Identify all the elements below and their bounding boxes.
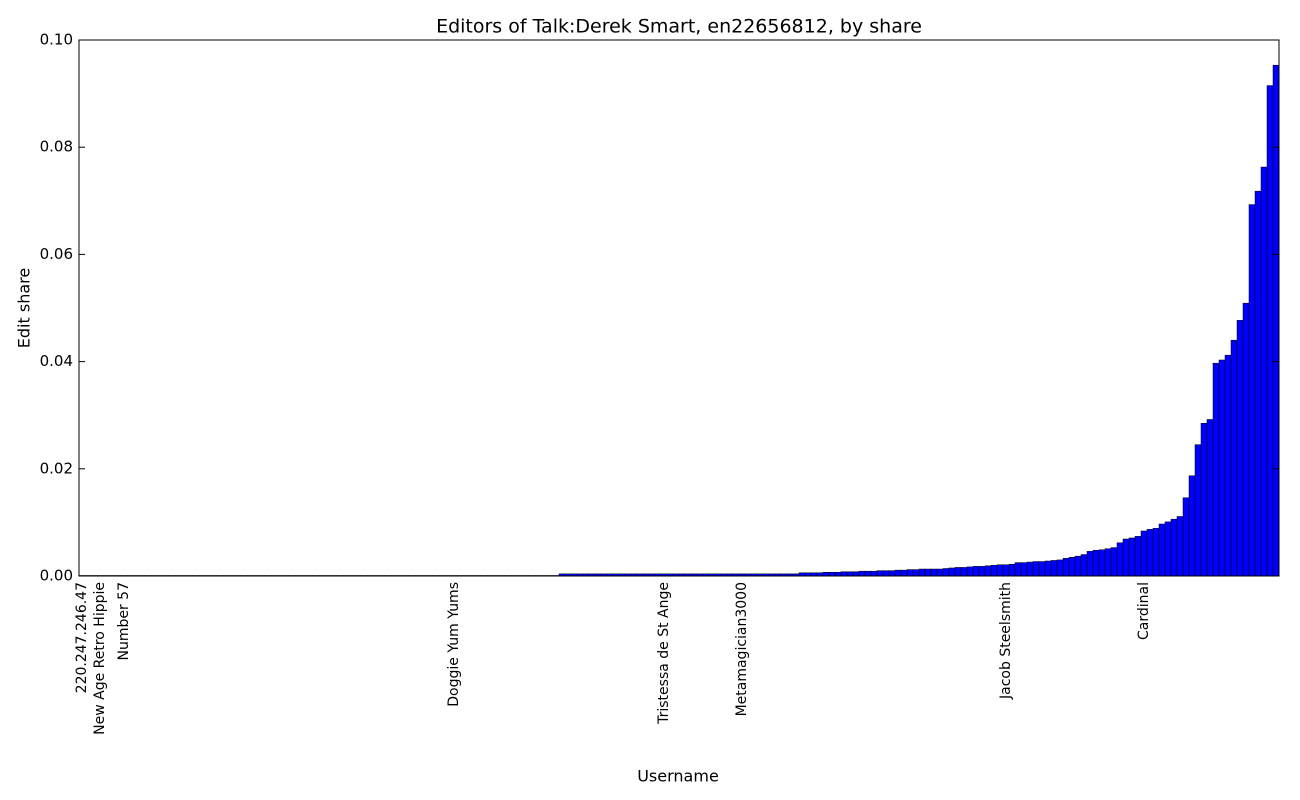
plot-frame: [78, 39, 1280, 577]
x-tick-label: Tristessa de St Ange: [656, 582, 672, 725]
bar: [1212, 362, 1220, 577]
bar: [1080, 554, 1088, 577]
bar: [1116, 542, 1124, 577]
chart-title: Editors of Talk:Derek Smart, en22656812,…: [436, 16, 922, 38]
y-tick-label: 0.06: [40, 245, 73, 263]
y-tick-label: 0.08: [40, 138, 73, 156]
bar: [1128, 537, 1136, 577]
bar: [1014, 562, 1022, 577]
x-tick-label: Metamagician3000: [734, 582, 750, 716]
y-tick-label: 0.04: [40, 352, 73, 370]
bar: [846, 571, 854, 577]
bar: [1050, 560, 1058, 577]
bar: [906, 569, 914, 577]
bar: [882, 570, 890, 577]
bar: [1002, 564, 1010, 577]
bar: [936, 568, 944, 577]
x-tick-label: Doggie Yum Yums: [446, 582, 462, 707]
bar: [1074, 555, 1082, 577]
bar: [918, 568, 926, 577]
x-tick-label: Jacob Steelsmith: [998, 582, 1014, 700]
bar: [912, 569, 920, 577]
bar: [1260, 166, 1268, 577]
bar: [1146, 529, 1154, 577]
bar: [1092, 550, 1100, 577]
bar: [978, 566, 986, 577]
bar: [1164, 521, 1172, 577]
bar: [864, 570, 872, 577]
y-tick-label: 0.02: [40, 459, 73, 477]
bar: [1272, 64, 1280, 577]
bar: [1110, 547, 1118, 577]
bar: [1140, 530, 1148, 577]
bar: [996, 564, 1004, 577]
bar: [822, 571, 830, 577]
bar: [876, 570, 884, 577]
x-axis-label: Username: [637, 767, 719, 786]
bar: [1242, 302, 1250, 577]
bar: [924, 568, 932, 577]
bar: [1134, 536, 1142, 577]
y-axis-label: Edit share: [15, 268, 34, 348]
bar: [1038, 561, 1046, 577]
bar: [984, 565, 992, 577]
bar: [1218, 359, 1226, 577]
bar: [1182, 497, 1190, 577]
bar: [942, 568, 950, 577]
bar: [1170, 518, 1178, 577]
bar: [1056, 559, 1064, 577]
bar: [1044, 560, 1052, 577]
bar: [1194, 444, 1202, 577]
bar: [1266, 85, 1274, 577]
bar: [870, 570, 878, 577]
bar: [852, 571, 860, 577]
bar: [858, 570, 866, 577]
bar: [1188, 475, 1196, 577]
x-tick-label: Number 57: [116, 582, 132, 661]
bar: [1206, 419, 1214, 577]
bar: [960, 567, 968, 577]
bar: [828, 571, 836, 577]
bar: [1104, 548, 1112, 577]
bar: [1176, 516, 1184, 577]
bar: [1152, 528, 1160, 577]
bar: [1122, 538, 1130, 577]
bar: [1026, 561, 1034, 577]
bar: [900, 569, 908, 577]
bar: [990, 565, 998, 577]
y-tick-label: 0.00: [40, 567, 73, 585]
bar: [1158, 523, 1166, 577]
bar: [1062, 558, 1070, 577]
bar: [1068, 556, 1076, 577]
bar: [954, 567, 962, 577]
bar: [1200, 422, 1208, 577]
bar: [930, 568, 938, 577]
y-tick-label: 0.10: [40, 31, 73, 49]
bar: [840, 571, 848, 577]
bar: [1086, 551, 1094, 577]
bar: [1032, 561, 1040, 577]
bar: [1248, 204, 1256, 577]
bar: [1098, 549, 1106, 577]
bar: [1224, 354, 1232, 577]
bar: [894, 569, 902, 577]
bar: [1254, 190, 1262, 577]
bar: [972, 566, 980, 577]
bar: [1230, 339, 1238, 577]
bar: [948, 567, 956, 577]
bar: [1236, 320, 1244, 577]
bar: [888, 570, 896, 577]
x-tick-label: New Age Retro Hippie: [92, 582, 108, 735]
bar: [834, 571, 842, 577]
bar: [966, 566, 974, 577]
bar: [1020, 562, 1028, 577]
bar: [1008, 563, 1016, 577]
x-tick-label: 220.247.246.47: [74, 582, 90, 693]
x-tick-label: Cardinal: [1136, 582, 1152, 640]
